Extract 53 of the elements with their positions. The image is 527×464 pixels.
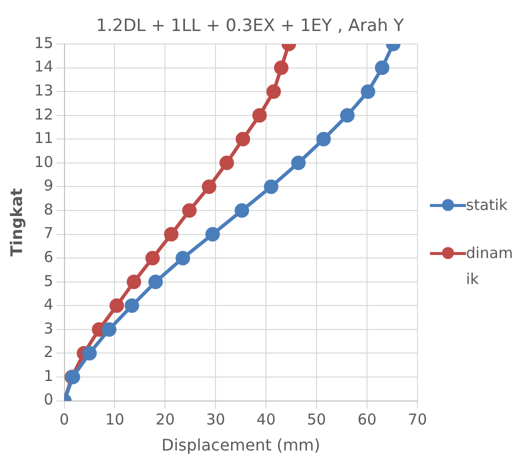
point [316,132,331,146]
point [110,298,124,313]
x-tick-label: 20 [156,410,175,429]
y-tick-label: 11 [34,129,54,148]
point [82,346,97,360]
legend-label: statik [466,195,509,216]
y-tick-label: 3 [44,319,54,338]
x-tick-label: 0 [60,410,70,429]
y-axis-title: Tingkat [6,188,26,257]
y-tick-label: 9 [44,176,54,195]
x-tick-label: 70 [408,410,428,429]
point [126,274,142,290]
y-tick-label: 4 [44,296,54,314]
point [360,84,376,99]
y-tick-label: 10 [34,152,54,171]
x-tick-label: 10 [105,410,124,429]
point [148,274,163,290]
x-tick-label: 60 [357,410,377,429]
point [291,156,306,170]
point [164,227,178,242]
point [252,108,267,123]
y-tick-label: 12 [34,105,54,124]
point [236,132,250,146]
point [145,250,160,266]
point [234,203,250,218]
point [124,298,140,313]
y-tick-label: 5 [44,272,54,290]
y-tick-label: 8 [44,200,54,218]
point [205,227,220,242]
x-tick-label: 40 [256,410,276,429]
y-tick-label: 14 [34,58,54,76]
x-tick-label: 50 [307,410,326,429]
y-tick-label: 0 [44,390,54,409]
point [219,156,234,170]
point [340,108,355,123]
point [182,203,197,218]
y-tick-label: 7 [44,224,54,242]
y-tick-label: 6 [44,248,54,266]
point [274,60,288,76]
y-tick-label: 15 [34,34,54,52]
point [202,179,216,194]
chart-title: 1.2DL + 1LL + 0.3EX + 1EY , Arah Y [96,16,404,36]
point [264,179,278,194]
point [176,250,190,266]
y-tick-label: 1 [44,366,54,385]
point [374,60,390,76]
point [266,84,281,99]
x-tick-label: 30 [206,410,226,429]
x-axis-title: Displacement (mm) [162,436,320,455]
y-tick-label: 2 [44,343,54,362]
legend-label: dinamik [466,243,514,290]
y-tick-label: 13 [34,81,54,100]
point [102,322,116,337]
